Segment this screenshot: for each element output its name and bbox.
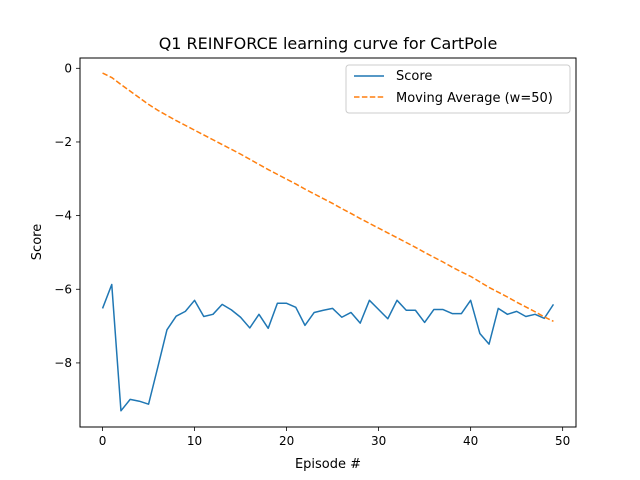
x-axis-label: Episode # [295, 457, 361, 472]
plot-frame [79, 57, 577, 428]
legend: Score Moving Average (w=50) [345, 64, 571, 114]
y-tick-label: −2 [54, 135, 72, 149]
chart-title: Q1 REINFORCE learning curve for CartPole [159, 34, 498, 53]
y-tick-label: −4 [54, 209, 72, 223]
series-line-moving-average [102, 72, 554, 322]
x-tick-label: 0 [99, 434, 107, 448]
y-axis-label: Score [30, 224, 45, 260]
x-tick-label: 10 [187, 434, 202, 448]
x-axis-ticks: 0 10 20 30 40 50 [99, 427, 570, 448]
y-tick-label: −8 [54, 356, 72, 370]
x-tick-label: 50 [555, 434, 570, 448]
y-tick-label: −6 [54, 282, 72, 296]
y-tick-label: 0 [64, 61, 72, 75]
series-line-score [101, 283, 555, 412]
x-tick-label: 20 [279, 434, 294, 448]
x-tick-label: 40 [463, 434, 478, 448]
x-tick-label: 30 [371, 434, 386, 448]
legend-label-moving-average: Moving Average (w=50) [396, 91, 553, 106]
legend-box [345, 64, 571, 114]
y-axis-ticks: 0 −2 −4 −6 −8 [54, 61, 80, 370]
plot-lines [101, 72, 555, 412]
legend-label-score: Score [396, 69, 432, 84]
